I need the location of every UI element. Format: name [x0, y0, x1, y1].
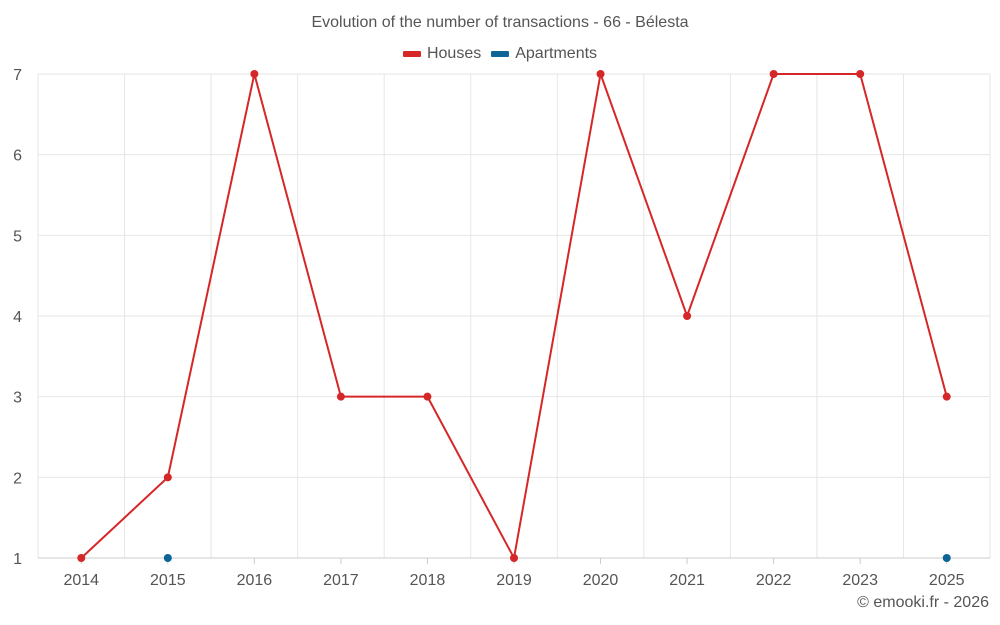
x-tick-label: 2016 [237, 572, 273, 589]
y-tick-label: 4 [13, 309, 22, 326]
data-point-houses-2014[interactable] [77, 554, 86, 562]
legend-item-houses[interactable]: Houses [402, 45, 482, 63]
data-point-houses-2025[interactable] [942, 392, 951, 401]
data-point-apartments-2025[interactable] [942, 554, 951, 562]
data-point-houses-2023[interactable] [856, 70, 865, 78]
legend-swatch-houses [402, 51, 421, 57]
x-tick-label: 2023 [842, 572, 878, 589]
x-tick-label: 2021 [669, 572, 705, 589]
x-tick-label: 2015 [150, 572, 186, 589]
credit-text: © emooki.fr - 2026 [857, 594, 989, 611]
data-point-houses-2017[interactable] [336, 392, 345, 401]
data-point-houses-2021[interactable] [683, 312, 692, 320]
x-tick-label: 2018 [410, 572, 446, 589]
data-point-apartments-2015[interactable] [163, 554, 172, 562]
data-point-houses-2015[interactable] [163, 473, 172, 482]
legend-swatch-apartments [491, 51, 510, 57]
x-tick-label: 2014 [63, 572, 99, 589]
y-tick-label: 3 [13, 390, 22, 407]
x-tick-label: 2017 [323, 572, 359, 589]
data-point-houses-2016[interactable] [250, 70, 259, 78]
y-tick-label: 1 [13, 551, 22, 568]
x-tick-label: 2020 [583, 572, 619, 589]
legend: Houses Apartments [0, 45, 1000, 63]
x-tick-label: 2025 [929, 572, 965, 589]
y-tick-label: 5 [13, 228, 22, 245]
data-point-houses-2020[interactable] [596, 70, 605, 78]
data-point-houses-2018[interactable] [423, 392, 432, 401]
y-tick-label: 6 [13, 148, 22, 165]
legend-label-houses: Houses [426, 45, 482, 62]
x-tick-label: 2022 [756, 572, 792, 589]
data-point-houses-2022[interactable] [769, 70, 778, 78]
y-tick-label: 7 [13, 67, 22, 84]
y-tick-label: 2 [13, 470, 22, 487]
x-tick-label: 2019 [496, 572, 532, 589]
legend-label-apartments: Apartments [515, 45, 598, 62]
chart-title: Evolution of the number of transactions … [311, 14, 689, 31]
legend-item-apartments[interactable]: Apartments [491, 45, 597, 63]
data-point-houses-2019[interactable] [510, 554, 518, 562]
